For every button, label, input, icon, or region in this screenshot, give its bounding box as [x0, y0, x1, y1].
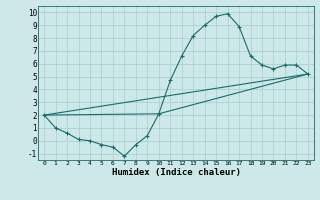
X-axis label: Humidex (Indice chaleur): Humidex (Indice chaleur) [111, 168, 241, 177]
